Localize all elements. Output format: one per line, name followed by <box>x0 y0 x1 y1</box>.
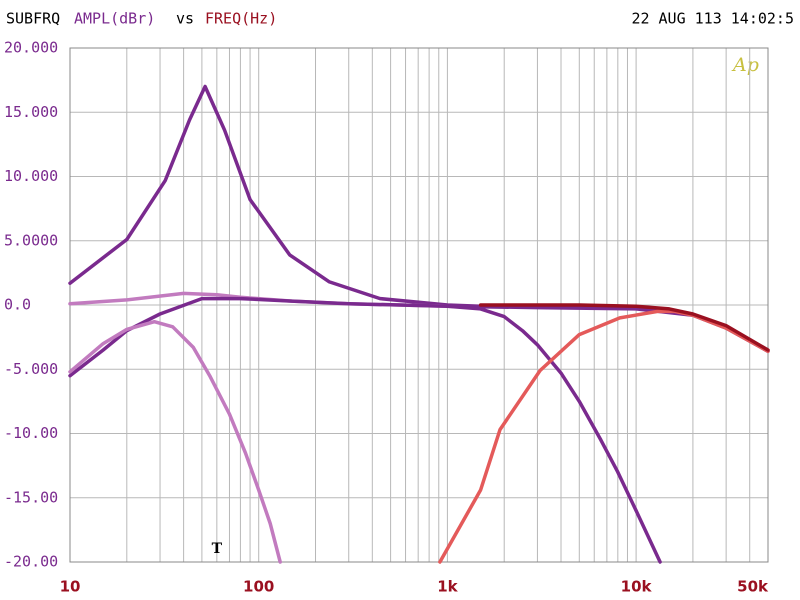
y-axis-label: AMPL(dBr) <box>74 10 155 28</box>
x-tick-label: 100 <box>243 578 274 596</box>
y-tick-label: -10.00 <box>4 424 58 442</box>
curve <box>438 309 770 564</box>
y-tick-label: 5.0000 <box>4 231 58 249</box>
curve <box>68 84 483 309</box>
title-separator: vs <box>176 10 194 28</box>
curve <box>445 304 662 564</box>
y-tick-label: 0.0 <box>4 296 31 314</box>
y-tick-label: -15.00 <box>4 488 58 506</box>
timestamp: 22 AUG 113 14:02:5 <box>631 10 794 28</box>
y-tick-label: 20.000 <box>4 39 58 57</box>
annotation: T <box>212 541 223 557</box>
curve <box>478 303 770 352</box>
y-tick-label: -5.000 <box>4 360 58 378</box>
chart-title: SUBFRQ <box>6 10 60 28</box>
x-axis-label: FREQ(Hz) <box>205 10 277 28</box>
curve <box>68 319 282 564</box>
x-tick-label: 1k <box>437 578 458 596</box>
x-tick-label: 10 <box>60 578 81 596</box>
y-tick-label: 15.000 <box>4 103 58 121</box>
x-tick-label: 10k <box>621 578 653 596</box>
y-tick-label: -20.00 <box>4 553 58 571</box>
x-tick-label: 50k <box>737 578 769 596</box>
logo: Ap <box>731 54 759 76</box>
y-tick-label: 10.000 <box>4 167 58 185</box>
